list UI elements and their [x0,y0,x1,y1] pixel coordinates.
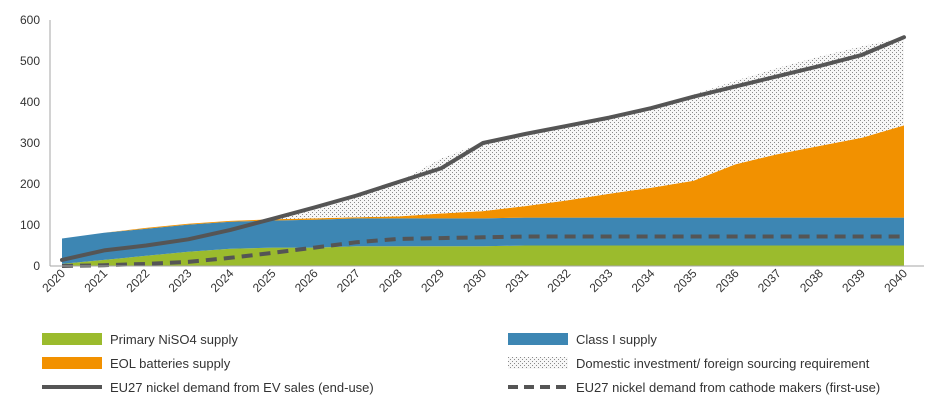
y-tick-label-600: 600 [20,13,40,27]
x-tick-label-2022: 2022 [124,266,153,295]
x-tick-label-2031: 2031 [502,266,531,295]
x-tick-label-2040: 2040 [881,266,910,295]
x-tick-label-2026: 2026 [292,266,321,295]
y-tick-label-0: 0 [33,259,40,273]
x-tick-label-2030: 2030 [460,266,489,295]
lines-layer [60,35,906,268]
x-tick-label-2039: 2039 [839,266,868,295]
x-tick-label-2028: 2028 [376,266,405,295]
y-tick-labels: 0 100 200 300 400 500 600 [20,13,40,273]
x-tick-label-2037: 2037 [755,266,784,295]
y-tick-label-400: 400 [20,95,40,109]
x-tick-label-2038: 2038 [797,266,826,295]
x-tick-label-2021: 2021 [81,266,110,295]
area-domestic-investment-foreign-sourcing-requirement [62,37,904,239]
area-primary-niso4-supply [62,245,904,266]
line-eu27-nickel-demand-from-cathode-makers-first-use [61,234,904,268]
y-tick-label-500: 500 [20,54,40,68]
area-class-i-supply [62,217,904,264]
x-tick-label-2027: 2027 [334,266,363,295]
x-tick-label-2025: 2025 [250,266,279,295]
y-tick-label-200: 200 [20,177,40,191]
line-eu27-nickel-demand-from-ev-sales-end-use [60,35,906,262]
y-tick-label-100: 100 [20,218,40,232]
x-tick-label-2029: 2029 [418,266,447,295]
areas-layer [62,37,904,266]
x-tick-label-2024: 2024 [208,266,237,295]
x-tick-label-2035: 2035 [671,266,700,295]
x-tick-label-2023: 2023 [166,266,195,295]
x-tick-labels: 2020 2021 2022 2023 2024 2025 2026 2027 2028 2029… [39,266,910,295]
area-eol-batteries-supply [62,125,904,239]
x-tick-label-2036: 2036 [713,266,742,295]
x-tick-label-2034: 2034 [629,266,658,295]
x-tick-label-2033: 2033 [587,266,616,295]
axes-layer [49,20,924,267]
y-tick-label-300: 300 [20,136,40,150]
x-tick-label-2032: 2032 [545,266,574,295]
x-tick-label-2020: 2020 [39,266,68,295]
